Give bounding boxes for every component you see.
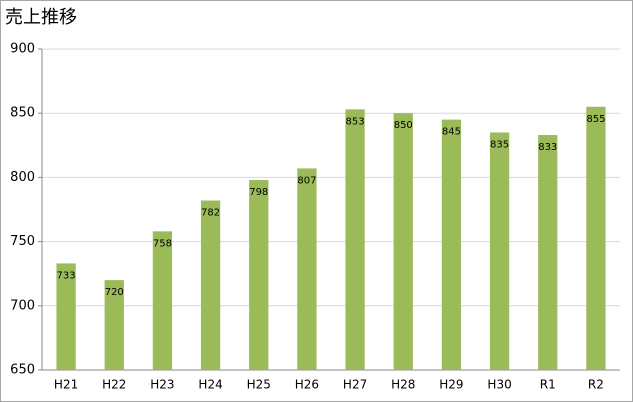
x-tick-label: H25 — [247, 378, 271, 392]
value-label: 835 — [490, 139, 509, 150]
x-tick-label: H23 — [150, 378, 174, 392]
bar — [441, 119, 462, 371]
value-label: 845 — [442, 127, 461, 138]
bar — [489, 132, 510, 370]
value-label: 798 — [249, 187, 268, 198]
x-tick-label: H26 — [295, 378, 319, 392]
bar — [200, 200, 221, 370]
bar — [345, 109, 365, 371]
chart-title: 売上推移 — [5, 7, 77, 28]
x-tick-label: H30 — [487, 378, 511, 392]
y-tick-label: 700 — [10, 298, 35, 313]
y-tick-label: 900 — [10, 42, 35, 57]
bar — [56, 263, 76, 370]
bar — [586, 106, 606, 370]
bar — [249, 179, 269, 370]
x-tick-label: R2 — [588, 378, 604, 392]
bar — [152, 231, 173, 370]
x-tick-label: H27 — [343, 378, 367, 392]
x-tick-label: H21 — [54, 378, 78, 392]
bar — [393, 113, 413, 370]
value-label: 758 — [153, 238, 172, 249]
bar — [297, 168, 317, 370]
value-label: 733 — [57, 270, 76, 281]
x-tick-label: H28 — [391, 378, 415, 392]
y-tick-label: 850 — [10, 106, 35, 121]
value-label: 720 — [105, 287, 124, 298]
value-label: 855 — [586, 114, 605, 125]
bar — [538, 135, 558, 370]
x-tick-label: H24 — [198, 378, 222, 392]
bar — [104, 280, 124, 370]
x-tick-label: H29 — [439, 378, 463, 392]
value-label: 853 — [346, 116, 365, 127]
x-tick-label: R1 — [540, 378, 556, 392]
value-label: 850 — [394, 120, 413, 131]
y-tick-label: 800 — [10, 170, 35, 185]
y-tick-label: 750 — [10, 234, 35, 249]
value-label: 833 — [538, 142, 557, 153]
x-tick-label: H22 — [102, 378, 126, 392]
value-label: 782 — [201, 208, 220, 219]
value-label: 807 — [297, 175, 316, 186]
y-tick-label: 650 — [10, 363, 35, 378]
